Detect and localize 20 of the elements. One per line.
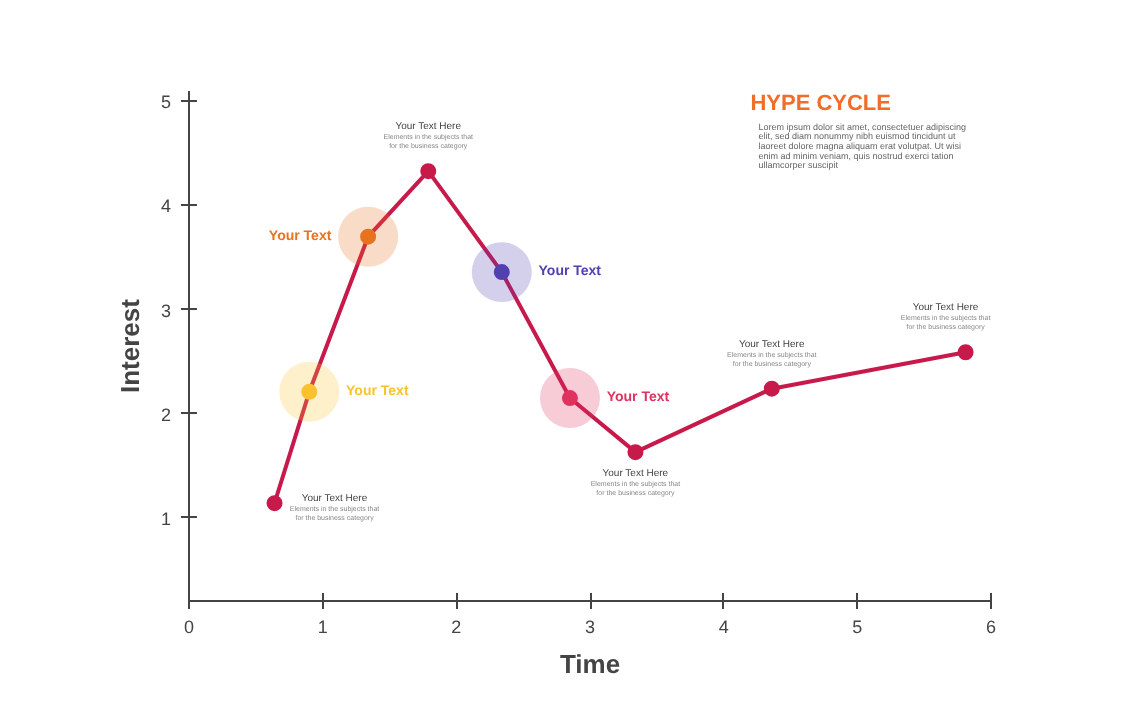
x-tick-label: 1 — [317, 617, 328, 637]
x-axis-title: Time — [559, 649, 621, 679]
y-tick-label: 5 — [160, 92, 172, 113]
x-tick-label: 6 — [985, 617, 997, 637]
point — [627, 444, 644, 461]
x-tick-label: 3 — [584, 617, 596, 637]
y-axis-title: Interest — [114, 297, 145, 393]
y-tick-label: 4 — [160, 196, 172, 217]
chart-title: HYPE CYCLE — [750, 91, 891, 116]
point — [763, 380, 780, 397]
x-tick-label: 4 — [718, 617, 729, 637]
y-tick-label: 2 — [160, 404, 172, 425]
x-tick-label: 2 — [451, 617, 462, 637]
x-tick-label: 5 — [852, 617, 863, 637]
x-tick-label: 0 — [183, 617, 195, 637]
y-tick-label: 3 — [160, 300, 172, 321]
point — [420, 163, 437, 180]
point — [266, 495, 283, 512]
y-tick-label: 1 — [160, 508, 172, 529]
point — [957, 344, 974, 361]
